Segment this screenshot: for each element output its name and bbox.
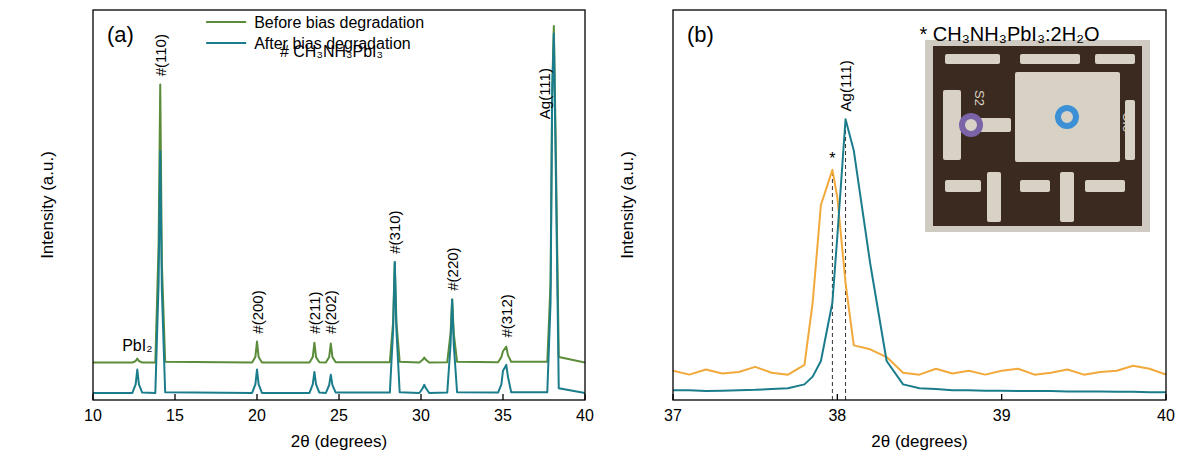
x-tick <box>1001 394 1002 400</box>
spot-marker <box>962 116 980 134</box>
legend-label: Before bias degradation <box>254 14 424 31</box>
electrode <box>945 180 981 192</box>
x-tick-label: 40 <box>576 407 594 424</box>
x-tick <box>837 394 838 400</box>
peak-label: #(202) <box>322 290 339 333</box>
peak-label: #(110) <box>152 34 169 76</box>
plot-area <box>93 26 585 393</box>
peak-label: #(200) <box>249 290 266 333</box>
annotation: PbI₂ <box>122 337 152 354</box>
annotation: * <box>829 150 835 167</box>
x-axis-title: 2θ (degrees) <box>291 432 387 451</box>
legend: Before bias degradation After bias degrad… <box>206 14 424 52</box>
panel: S2 CI3 37 38 39 40 2θ (degrees) Intensity (a.u.… <box>618 10 1175 451</box>
peak-label: #(220) <box>444 247 461 290</box>
electrode <box>1015 72 1120 162</box>
electrode <box>945 54 1000 64</box>
x-tick <box>92 394 93 400</box>
series-line <box>673 170 1166 375</box>
spot-marker <box>1058 108 1076 126</box>
legend-label: After bias degradation <box>254 35 411 52</box>
x-tick <box>174 394 175 400</box>
x-tick-label: 20 <box>248 407 266 424</box>
plot-frame <box>93 10 585 400</box>
x-tick-label: 38 <box>828 407 846 424</box>
electrode <box>1085 180 1125 192</box>
series-line <box>93 33 585 393</box>
plot-area <box>673 119 1166 392</box>
peak-label: #(310) <box>386 210 403 253</box>
annotation: * CH₃NH₃PbI₃:2H₂O <box>920 23 1100 45</box>
legend-swatch <box>206 21 246 23</box>
y-axis-title: Intensity (a.u.) <box>618 151 637 259</box>
series-line <box>673 119 1166 392</box>
electrode <box>1060 172 1074 222</box>
electrode <box>987 172 1001 222</box>
x-tick-label: 37 <box>664 407 682 424</box>
y-axis-title: Intensity (a.u.) <box>38 151 57 259</box>
x-tick <box>256 394 257 400</box>
x-tick-label: 15 <box>166 407 184 424</box>
plot-frame <box>673 10 1166 400</box>
figure: 10 15 20 25 30 35 40 2θ (degrees) Intensity (a.u… <box>0 0 1185 461</box>
x-tick <box>420 394 421 400</box>
legend-swatch <box>206 42 246 44</box>
inset-label: S2 <box>972 90 987 106</box>
x-tick-label: 35 <box>494 407 512 424</box>
x-tick <box>338 394 339 400</box>
electrode <box>943 90 961 160</box>
inset-photo: S2 CI3 <box>925 40 1150 232</box>
reference-line <box>845 119 846 400</box>
inset-label: CI3 <box>1120 112 1135 132</box>
x-tick <box>672 394 673 400</box>
electrode <box>961 118 1011 132</box>
substrate <box>933 46 1142 226</box>
inset-ground <box>925 40 1150 232</box>
x-tick-label: 25 <box>330 407 348 424</box>
peak-label: Ag(111) <box>837 60 854 111</box>
panel-letter: (a) <box>107 22 134 47</box>
peak-label: Ag(111) <box>536 68 553 119</box>
peak-label: #(211) <box>306 291 323 333</box>
panel-letter: (b) <box>687 22 714 47</box>
series-line <box>93 26 585 363</box>
electrode <box>1095 54 1135 64</box>
x-tick <box>584 394 585 400</box>
x-tick-label: 10 <box>84 407 102 424</box>
electrode <box>1020 54 1080 64</box>
panel: 10 15 20 25 30 35 40 2θ (degrees) Intensity (a.u… <box>38 10 594 451</box>
x-tick-label: 30 <box>412 407 430 424</box>
x-tick-label: 40 <box>1157 407 1175 424</box>
x-tick-label: 39 <box>993 407 1011 424</box>
x-tick <box>1165 394 1166 400</box>
electrode <box>1020 180 1050 192</box>
peak-label: #(312) <box>498 294 515 337</box>
x-tick <box>502 394 503 400</box>
x-axis-title: 2θ (degrees) <box>871 432 967 451</box>
